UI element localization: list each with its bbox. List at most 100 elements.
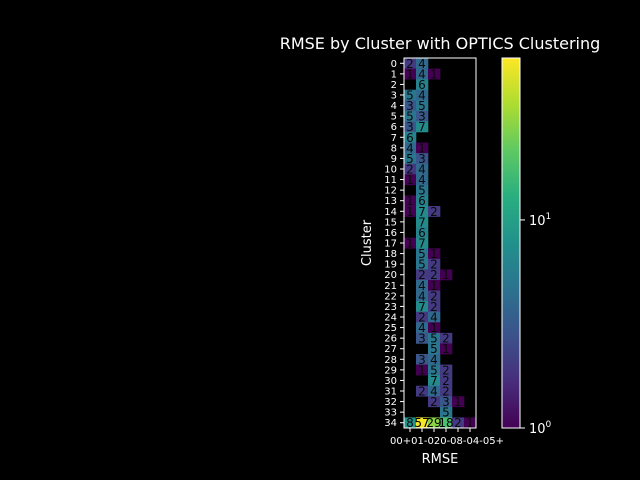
heatmap-cell: [428, 396, 441, 408]
heatmap-cell-label: 4: [418, 163, 426, 177]
heatmap-cell-label: 7: [418, 300, 426, 314]
heatmap-cell-label: 57: [414, 416, 429, 430]
y-tick-label: 19: [384, 260, 397, 271]
heatmap-cell: [428, 301, 441, 313]
heatmap-cell: [440, 364, 453, 376]
heatmap-cell-label: 2: [430, 258, 438, 272]
heatmap-cell: [416, 311, 429, 323]
heatmap-cell: [428, 385, 441, 397]
heatmap-cell-label: 6: [406, 131, 414, 145]
heatmap-cell-label: 1: [406, 173, 414, 187]
heatmap-cell-label: 5: [418, 99, 426, 113]
heatmap-cell-label: 5: [406, 152, 414, 166]
heatmap-cell: [416, 153, 429, 165]
heatmap-cell: [428, 269, 441, 281]
heatmap-cell: [428, 311, 441, 323]
y-tick-label: 20: [384, 270, 397, 281]
heatmap-cell: [416, 89, 429, 101]
heatmap-cell: [416, 237, 429, 249]
heatmap-cell-label: 2: [442, 363, 450, 377]
heatmap-cell: [404, 100, 417, 112]
heatmap-cell-label: 1: [430, 67, 438, 81]
heatmap-cell: [416, 110, 429, 122]
heatmap-cell-label: 2: [430, 300, 438, 314]
heatmap-cell: [464, 417, 477, 429]
heatmap-cell: [416, 121, 429, 133]
heatmap-cell-label: 1: [418, 141, 426, 155]
heatmap-cell: [416, 258, 429, 270]
heatmap-cell-label: 2: [418, 385, 426, 399]
heatmap-cell-label: 1: [430, 247, 438, 261]
y-tick-label: 3: [391, 91, 397, 102]
heatmap-cell: [440, 332, 453, 344]
heatmap-cell: [416, 142, 429, 154]
x-axis-tick-labels: 00+01-020-08-04-05+: [390, 436, 504, 447]
y-tick-label: 9: [391, 154, 397, 165]
heatmap-cell-label: 4: [430, 353, 438, 367]
heatmap-cell-label: 6: [418, 226, 426, 240]
y-tick-label: 28: [384, 355, 397, 366]
heatmap-cell-label: 5: [406, 110, 414, 124]
y-tick-label: 21: [384, 281, 397, 292]
heatmap-cell: [416, 269, 429, 281]
heatmap-cell-label: 5: [418, 247, 426, 261]
heatmap-cell: [416, 385, 429, 397]
heatmap-cell: [440, 375, 453, 387]
y-tick-label: 15: [384, 217, 397, 228]
heatmap-cell: [416, 58, 429, 69]
y-tick-label: 4: [391, 101, 397, 112]
heatmap-cell: [428, 322, 441, 334]
heatmap-cell: [404, 142, 417, 154]
heatmap-cell: [428, 68, 441, 80]
y-tick-label: 33: [384, 408, 397, 419]
heatmap-cell-label: 1: [430, 279, 438, 293]
y-tick-label: 14: [384, 207, 397, 218]
x-axis-label: RMSE: [422, 452, 459, 467]
colorbar-tick-label: 101: [529, 212, 551, 229]
heatmap-cell-label: 4: [418, 321, 426, 335]
heatmap-cell: [416, 79, 429, 91]
heatmap-cell-label: 2: [418, 311, 426, 325]
heatmap-cell-label: 5: [418, 258, 426, 272]
y-tick-label: 22: [384, 291, 397, 302]
heatmap-cell: [416, 364, 429, 376]
heatmap-cell-label: 5: [430, 332, 438, 346]
heatmap-cell: [428, 206, 441, 217]
y-tick-label: 0: [391, 59, 397, 70]
heatmap-cell-label: 1: [454, 395, 462, 409]
heatmap-cell-label: 1: [418, 363, 426, 377]
heatmap-cell: [416, 68, 429, 80]
heatmap-cell: [404, 58, 417, 69]
y-tick-label: 17: [384, 239, 397, 250]
y-tick-label: 27: [384, 344, 397, 355]
x-axis-ticks: [409, 428, 471, 432]
heatmap-cell: [404, 163, 417, 175]
y-tick-label: 8: [391, 143, 397, 154]
heatmap-cell-label: 5: [430, 363, 438, 377]
heatmap-cell-label: 4: [430, 385, 438, 399]
y-tick-label: 34: [384, 418, 397, 429]
y-tick-label: 18: [384, 249, 397, 260]
heatmap-cell-label: 6: [418, 78, 426, 92]
heatmap-cell-label: 5: [430, 342, 438, 356]
y-tick-label: 29: [384, 365, 397, 376]
heatmap-cell: [428, 332, 441, 344]
heatmap-cell: [440, 343, 453, 355]
heatmap-cell-label: 5: [418, 184, 426, 198]
heatmap-cell-label: 1: [430, 321, 438, 335]
heatmap-cell: [404, 206, 417, 217]
heatmap-cell-label: 4: [418, 67, 426, 81]
heatmap-cell-label: 7: [418, 120, 426, 134]
heatmap-cell: [428, 258, 441, 270]
heatmap-cell: [416, 354, 429, 365]
y-tick-label: 24: [384, 313, 397, 324]
heatmap-cell-label: 3: [418, 353, 426, 367]
heatmap-cell: [416, 227, 429, 239]
heatmap-cell: [416, 174, 429, 186]
y-tick-label: 16: [384, 228, 397, 239]
heatmap-cell: [428, 417, 441, 429]
heatmap-cell-label: 2: [406, 57, 414, 71]
heatmap-cell-label: 29: [426, 416, 441, 430]
